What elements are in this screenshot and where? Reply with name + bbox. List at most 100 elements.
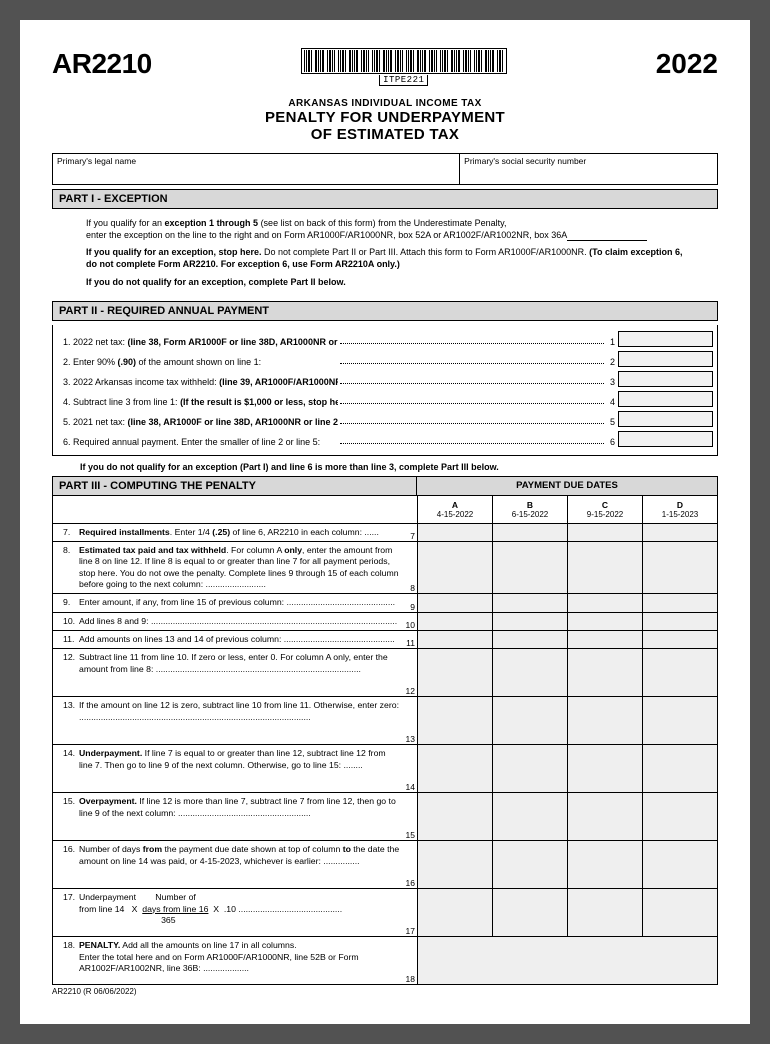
line-ref: 8 <box>403 580 417 593</box>
part3-line: 17.Underpayment Number offrom line 14 X … <box>52 889 718 937</box>
amount-input[interactable] <box>618 391 713 407</box>
amount-cell[interactable] <box>642 745 717 792</box>
line-desc: Underpayment Number offrom line 14 X day… <box>79 892 401 933</box>
line-number: 6. <box>57 437 73 447</box>
amount-cell[interactable] <box>567 649 642 696</box>
amount-cell[interactable] <box>642 841 717 888</box>
line-number: 5. <box>57 417 73 427</box>
part3-line: 10.Add lines 8 and 9: ..................… <box>52 613 718 631</box>
line-desc: Subtract line 3 from line 1: (If the res… <box>73 397 338 407</box>
amount-cell[interactable] <box>492 841 567 888</box>
form-footer: AR2210 (R 06/06/2022) <box>52 985 718 996</box>
amount-cell[interactable] <box>417 594 492 611</box>
amount-cell[interactable] <box>417 524 492 541</box>
part1-p1: If you qualify for an exception 1 throug… <box>86 217 694 241</box>
amount-cell[interactable] <box>417 889 492 936</box>
amount-input[interactable] <box>618 411 713 427</box>
part3-line: 8.Estimated tax paid and tax withheld. F… <box>52 542 718 594</box>
form-code: AR2210 <box>52 48 152 80</box>
line-number: 14. <box>63 748 79 789</box>
exception-number-input[interactable] <box>567 240 647 241</box>
line-desc: Enter amount, if any, from line 15 of pr… <box>79 597 401 608</box>
line-ref: 5 <box>606 417 618 427</box>
amount-cell[interactable] <box>492 793 567 840</box>
amount-cell[interactable] <box>642 697 717 744</box>
amount-cell[interactable] <box>567 524 642 541</box>
amount-cell[interactable] <box>642 793 717 840</box>
amount-cell[interactable] <box>642 631 717 648</box>
part2-line: 3.2022 Arkansas income tax withheld: (li… <box>57 369 713 389</box>
line-ref: 17 <box>403 923 417 936</box>
amount-cell[interactable] <box>642 594 717 611</box>
part1-header: PART I - EXCEPTION <box>52 189 718 209</box>
line-ref: 12 <box>403 683 417 696</box>
line-desc: PENALTY. Add all the amounts on line 17 … <box>79 940 401 981</box>
line-number: 18. <box>63 940 79 981</box>
line-ref: 15 <box>403 827 417 840</box>
amount-cell[interactable] <box>567 697 642 744</box>
amount-cell[interactable] <box>492 594 567 611</box>
line-number: 4. <box>57 397 73 407</box>
part2-header: PART II - REQUIRED ANNUAL PAYMENT <box>52 301 718 321</box>
part2-callout: If you do not qualify for an exception (… <box>52 456 718 476</box>
amount-cell[interactable] <box>567 889 642 936</box>
amount-cell[interactable] <box>417 937 717 984</box>
amount-cell[interactable] <box>492 697 567 744</box>
line-number: 7. <box>63 527 79 538</box>
part3-line: 15.Overpayment. If line 12 is more than … <box>52 793 718 841</box>
title-main-2: OF ESTIMATED TAX <box>52 126 718 143</box>
amount-cell[interactable] <box>642 889 717 936</box>
line-number: 13. <box>63 700 79 741</box>
amount-cell[interactable] <box>417 613 492 630</box>
amount-cell[interactable] <box>567 631 642 648</box>
amount-cell[interactable] <box>417 542 492 593</box>
payment-dates-title: PAYMENT DUE DATES <box>417 477 717 495</box>
amount-cell[interactable] <box>492 631 567 648</box>
line-desc: 2022 Arkansas income tax withheld: (line… <box>73 377 338 387</box>
amount-cell[interactable] <box>567 594 642 611</box>
part3-body: 7.Required installments. Enter 1/4 (.25)… <box>52 524 718 986</box>
line-ref: 6 <box>606 437 618 447</box>
amount-cell[interactable] <box>642 613 717 630</box>
amount-cell[interactable] <box>417 649 492 696</box>
amount-cell[interactable] <box>417 631 492 648</box>
amount-cell[interactable] <box>417 793 492 840</box>
amount-cell[interactable] <box>492 649 567 696</box>
amount-cell[interactable] <box>417 745 492 792</box>
part2-line: 1.2022 net tax: (line 38, Form AR1000F o… <box>57 329 713 349</box>
amount-input[interactable] <box>618 431 713 447</box>
line-number: 11. <box>63 634 79 645</box>
part3-line: 18.PENALTY. Add all the amounts on line … <box>52 937 718 985</box>
line-desc: Enter 90% (.90) of the amount shown on l… <box>73 357 338 367</box>
amount-cell[interactable] <box>492 524 567 541</box>
amount-cell[interactable] <box>567 841 642 888</box>
amount-cell[interactable] <box>567 745 642 792</box>
part3-title: PART III - COMPUTING THE PENALTY <box>53 477 417 495</box>
ssn-field[interactable]: Primary's social security number <box>460 154 717 184</box>
amount-input[interactable] <box>618 351 713 367</box>
line-number: 9. <box>63 597 79 608</box>
part3-line: 11.Add amounts on lines 13 and 14 of pre… <box>52 631 718 649</box>
amount-cell[interactable] <box>567 793 642 840</box>
amount-cell[interactable] <box>567 542 642 593</box>
line-number: 16. <box>63 844 79 885</box>
amount-cell[interactable] <box>417 841 492 888</box>
amount-cell[interactable] <box>492 613 567 630</box>
amount-cell[interactable] <box>492 889 567 936</box>
legal-name-field[interactable]: Primary's legal name <box>53 154 460 184</box>
line-number: 2. <box>57 357 73 367</box>
line-ref: 9 <box>403 599 417 612</box>
amount-cell[interactable] <box>642 524 717 541</box>
line-desc: Underpayment. If line 7 is equal to or g… <box>79 748 401 789</box>
amount-cell[interactable] <box>492 745 567 792</box>
amount-input[interactable] <box>618 331 713 347</box>
date-column-header: D1-15-2023 <box>642 496 717 523</box>
line-number: 17. <box>63 892 79 933</box>
part3-line: 9.Enter amount, if any, from line 15 of … <box>52 594 718 612</box>
amount-cell[interactable] <box>417 697 492 744</box>
amount-input[interactable] <box>618 371 713 387</box>
amount-cell[interactable] <box>567 613 642 630</box>
amount-cell[interactable] <box>492 542 567 593</box>
amount-cell[interactable] <box>642 542 717 593</box>
amount-cell[interactable] <box>642 649 717 696</box>
